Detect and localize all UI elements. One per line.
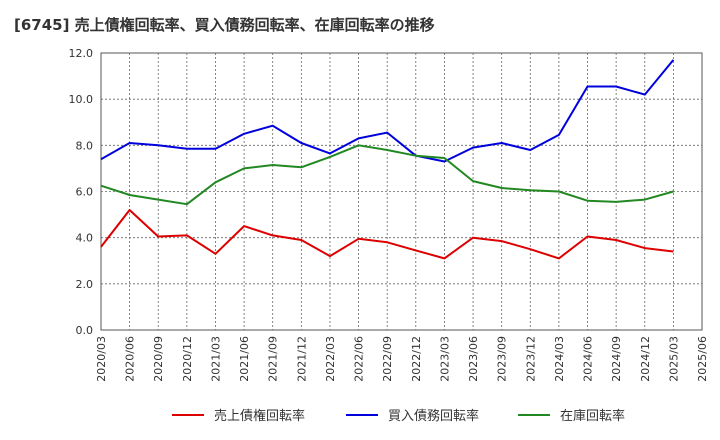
x-tick-label: 2022/09	[381, 336, 394, 382]
x-tick-label: 2025/03	[667, 336, 680, 382]
x-tick-label: 2021/12	[295, 336, 308, 382]
series-line-2	[100, 59, 675, 163]
y-tick-label: 8.0	[76, 139, 94, 152]
y-tick-label: 2.0	[76, 278, 94, 291]
legend-label-1: 売上債権回転率	[214, 408, 305, 424]
y-tick-label: 6.0	[76, 186, 94, 199]
series-line-3	[100, 144, 674, 206]
x-tick-label: 2022/03	[324, 336, 337, 382]
y-tick-label: 10.0	[69, 93, 94, 106]
x-tick-label: 2022/06	[353, 336, 366, 382]
x-tick-label: 2023/09	[496, 336, 509, 382]
x-tick-label: 2024/03	[553, 336, 566, 382]
x-tick-label: 2020/06	[124, 336, 137, 382]
x-tick-label: 2025/06	[696, 336, 709, 382]
chart-title: [6745] 売上債権回転率、買入債務回転率、在庫回転率の推移	[14, 16, 435, 34]
x-tick-label: 2021/06	[238, 336, 251, 382]
x-tick-label: 2020/12	[181, 336, 194, 382]
x-tick-label: 2024/09	[610, 336, 623, 382]
x-tick-label: 2024/12	[639, 336, 652, 382]
x-tick-label: 2023/12	[524, 336, 537, 382]
legend-label-3: 在庫回転率	[560, 408, 625, 424]
y-tick-label: 12.0	[69, 47, 94, 60]
x-tick-label: 2020/09	[152, 336, 165, 382]
series-line-1	[100, 209, 674, 260]
x-tick-label: 2023/06	[467, 336, 480, 382]
legend-label-2: 買入債務回転率	[388, 408, 479, 424]
y-tick-label: 4.0	[76, 232, 94, 245]
x-tick-label: 2020/03	[95, 336, 108, 382]
x-tick-label: 2021/03	[209, 336, 222, 382]
y-tick-label: 0.0	[76, 324, 94, 337]
x-tick-label: 2023/03	[438, 336, 451, 382]
x-tick-label: 2022/12	[410, 336, 423, 382]
x-tick-label: 2024/06	[582, 336, 595, 382]
x-tick-label: 2021/09	[267, 336, 280, 382]
